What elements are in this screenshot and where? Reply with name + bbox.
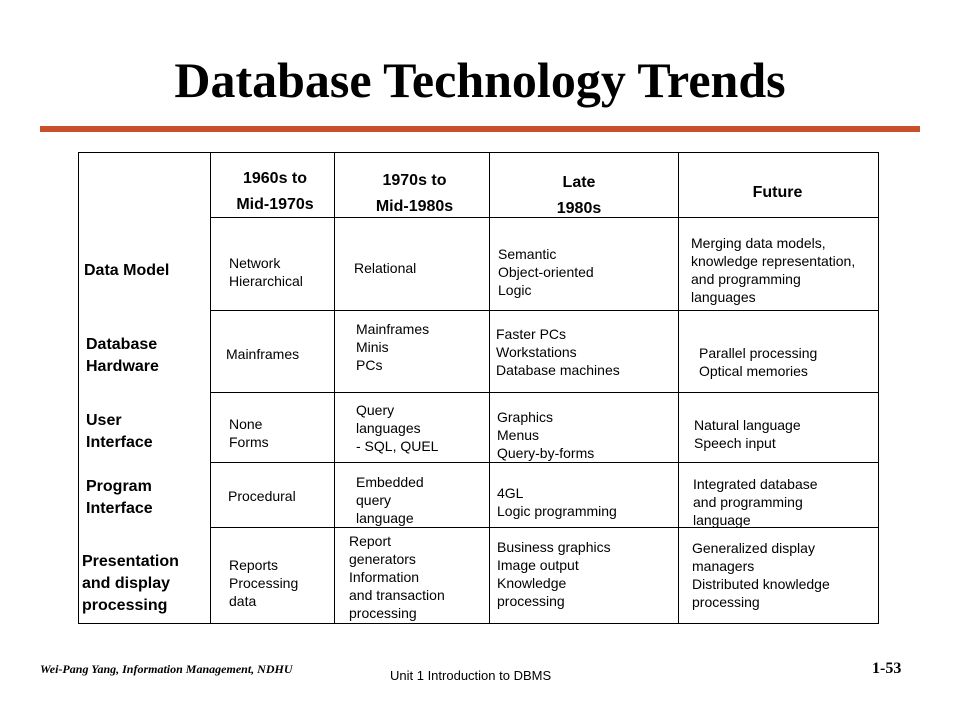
- footer-author: Wei-Pang Yang, Information Management, N…: [40, 662, 293, 676]
- cell: Mainframes: [226, 346, 300, 362]
- cell: Network Hierarchical: [229, 255, 303, 289]
- cell: Relational: [354, 260, 417, 276]
- cell: Merging data models, knowledge represent…: [691, 235, 856, 305]
- cell: Graphics Menus Query-by-forms: [497, 409, 595, 461]
- column-header-late-1980s: Late 1980s: [556, 174, 602, 217]
- row-label-database-hardware: Database Hardware: [86, 336, 159, 375]
- column-divider: [210, 152, 211, 624]
- footer-unit: Unit 1 Introduction to DBMS: [390, 668, 552, 683]
- cell: Report generators Information and transa…: [349, 533, 445, 621]
- row-label-program-interface: Program Interface: [86, 478, 153, 517]
- row-label-data-model: Data Model: [84, 262, 170, 279]
- cell: Faster PCs Workstations Database machine…: [496, 326, 620, 378]
- table-right-border: [878, 152, 879, 624]
- title-divider: [40, 126, 920, 132]
- table-top-border: [78, 152, 878, 153]
- cell: Semantic Object-oriented Logic: [498, 246, 594, 298]
- column-header-1960s: 1960s to Mid-1970s: [236, 170, 314, 213]
- row-divider: [210, 217, 878, 218]
- cell: Mainframes Minis PCs: [356, 321, 430, 373]
- slide-title: Database Technology Trends: [174, 52, 786, 108]
- cell: None Forms: [229, 416, 269, 450]
- cell: Integrated database and programming lang…: [693, 476, 818, 528]
- row-divider: [210, 462, 878, 463]
- cell: Procedural: [228, 488, 296, 504]
- column-header-1970s: 1970s to Mid-1980s: [375, 172, 454, 215]
- cell: Query languages - SQL, QUEL: [356, 402, 439, 454]
- row-divider: [210, 392, 878, 393]
- row-divider: [210, 527, 878, 528]
- cell: 4GL Logic programming: [497, 485, 617, 519]
- cell: Reports Processing data: [229, 557, 299, 609]
- column-divider: [678, 152, 679, 624]
- table-left-border: [78, 152, 79, 624]
- cell: Business graphics Image output Knowledge…: [497, 539, 611, 609]
- cell: Embedded query language: [356, 474, 424, 526]
- cell: Generalized display managers Distributed…: [692, 540, 830, 610]
- row-label-user-interface: User Interface: [86, 412, 153, 451]
- table-bottom-border: [78, 623, 878, 624]
- cell: Natural language Speech input: [694, 417, 801, 451]
- cell: Parallel processing Optical memories: [699, 345, 818, 379]
- page-number: 1-53: [872, 660, 902, 677]
- column-divider: [489, 152, 490, 624]
- row-label-presentation: Presentation and display processing: [82, 553, 179, 614]
- column-divider: [334, 152, 335, 624]
- row-divider: [210, 310, 878, 311]
- column-header-future: Future: [752, 184, 803, 201]
